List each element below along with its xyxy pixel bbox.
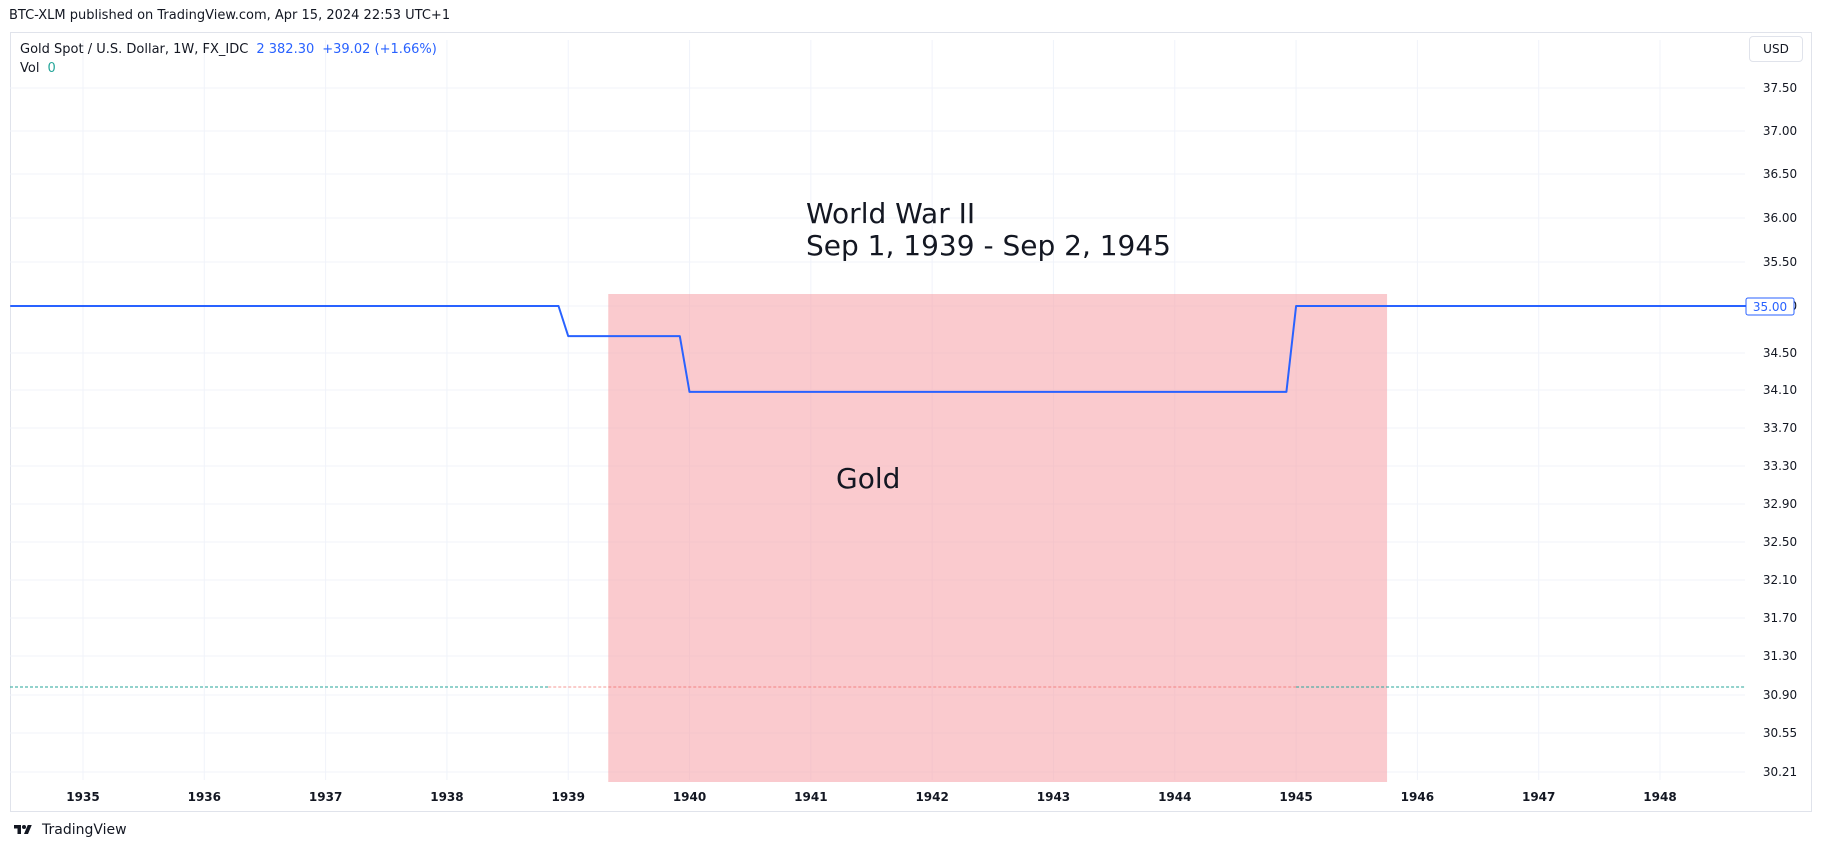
- x-tick-label: 1940: [673, 790, 706, 804]
- publisher-line: BTC-XLM published on TradingView.com, Ap…: [9, 8, 451, 23]
- x-tick-label: 1945: [1279, 790, 1312, 804]
- y-tick-label: 30.55: [1763, 726, 1797, 740]
- y-tick-label: 32.10: [1763, 573, 1797, 587]
- war-period-highlight: [608, 294, 1388, 782]
- y-tick-label: 31.30: [1763, 649, 1797, 663]
- highlight-label: Gold: [836, 462, 900, 495]
- volume-value: 0: [47, 61, 56, 76]
- x-tick-label: 1943: [1037, 790, 1070, 804]
- x-tick-label: 1941: [794, 790, 827, 804]
- y-tick-label: 37.50: [1763, 81, 1797, 95]
- x-tick-label: 1948: [1643, 790, 1676, 804]
- x-tick-label: 1947: [1522, 790, 1555, 804]
- x-tick-label: 1946: [1401, 790, 1434, 804]
- y-tick-label: 36.00: [1763, 211, 1797, 225]
- x-tick-label: 1942: [915, 790, 948, 804]
- chart-frame: [10, 32, 1812, 812]
- symbol-description[interactable]: Gold Spot / U.S. Dollar, 1W, FX_IDC: [20, 42, 249, 57]
- y-tick-label: 32.90: [1763, 497, 1797, 511]
- highlight-layer: [608, 294, 1388, 782]
- y-tick-label: 33.70: [1763, 421, 1797, 435]
- y-tick-label: 34.10: [1763, 383, 1797, 397]
- x-tick-label: 1938: [430, 790, 463, 804]
- y-tick-label: 36.50: [1763, 167, 1797, 181]
- chart-legend: Gold Spot / U.S. Dollar, 1W, FX_IDC 2 38…: [20, 40, 437, 78]
- price-line-layer: [10, 305, 1751, 393]
- y-tick-label: 37.00: [1763, 124, 1797, 138]
- tradingview-logo-icon: [14, 825, 32, 834]
- y-tick-label: 34.50: [1763, 346, 1797, 360]
- annotation-dates: Sep 1, 1939 - Sep 2, 1945: [806, 229, 1171, 262]
- y-tick-label: 30.21: [1763, 765, 1797, 779]
- y-tick-label: 35.50: [1763, 255, 1797, 269]
- price-series-line: [10, 305, 1751, 393]
- footer-brand-label: TradingView: [42, 822, 127, 838]
- x-tick-label: 1939: [552, 790, 585, 804]
- current-price-box: [1745, 297, 1795, 316]
- x-tick-label: 1936: [188, 790, 221, 804]
- x-tick-label: 1944: [1158, 790, 1191, 804]
- current-price-label: 35.00: [1753, 300, 1787, 314]
- x-tick-label: 1935: [66, 790, 99, 804]
- y-tick-label: 33.30: [1763, 459, 1797, 473]
- price-change: +39.02 (+1.66%): [322, 42, 437, 57]
- x-tick-label: 1937: [309, 790, 342, 804]
- currency-button[interactable]: USD: [1749, 36, 1803, 62]
- last-price: 2 382.30: [256, 42, 315, 57]
- axis-layer: 37.50 37.00 36.50 36.00 35.50 35.00 34.50 34.10…: [66, 81, 1797, 804]
- annotation-title: World War II: [806, 197, 975, 230]
- y-tick-label: 30.90: [1763, 688, 1797, 702]
- volume-label[interactable]: Vol: [20, 61, 40, 76]
- y-tick-label: 32.50: [1763, 535, 1797, 549]
- footer-brand[interactable]: TradingView: [10, 822, 127, 838]
- y-tick-label: 31.70: [1763, 611, 1797, 625]
